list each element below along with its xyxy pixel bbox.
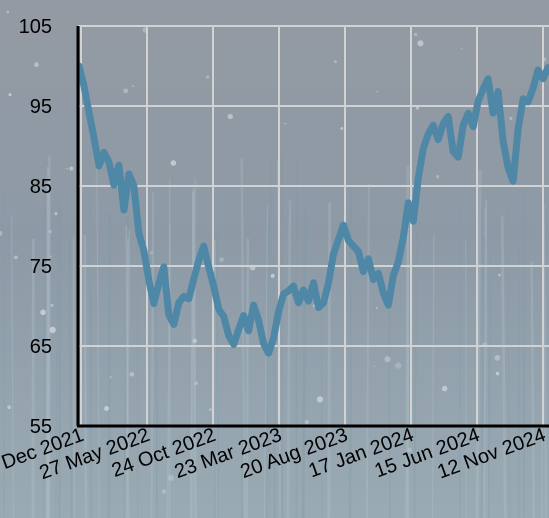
series-line [78,62,549,357]
y-tick-label: 55 [30,416,52,438]
y-tick-label: 85 [30,176,52,198]
plot-series [78,62,549,357]
y-tick-label: 95 [30,96,52,118]
grid-lines [78,25,549,427]
axes [76,26,549,428]
y-tick-labels: 55 65 75 85 95 105 [19,16,52,438]
y-tick-label: 75 [30,256,52,278]
y-tick-label: 105 [19,16,52,38]
y-tick-label: 65 [30,336,52,358]
